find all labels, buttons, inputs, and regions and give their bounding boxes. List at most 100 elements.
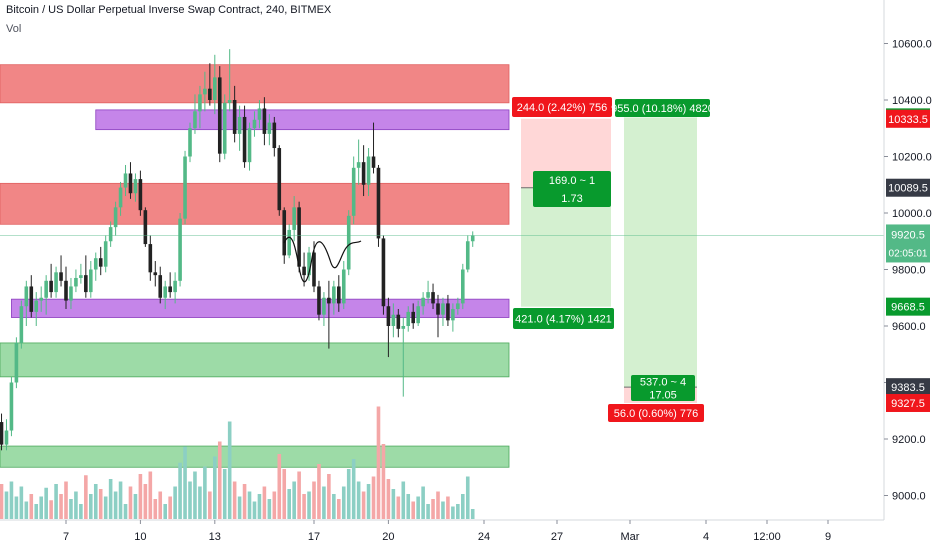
price-axis-tag[interactable]: 10333.5: [886, 109, 930, 128]
bear-candle[interactable]: [143, 207, 148, 247]
bear-candle[interactable]: [262, 97, 267, 146]
volume-indicator-label[interactable]: Vol: [6, 23, 22, 35]
support-zone[interactable]: [0, 445, 510, 468]
bull-candle[interactable]: [163, 280, 167, 310]
bull-candle[interactable]: [14, 337, 19, 389]
long-ratio-label[interactable]: 537.0 ~ 417.05: [631, 375, 695, 402]
bull-candle[interactable]: [441, 297, 445, 326]
long-target-label[interactable]: 955.0 (10.18%) 4820: [611, 99, 714, 117]
long-stop-label[interactable]: 56.0 (0.60%) 776: [608, 404, 704, 422]
bull-candle[interactable]: [287, 224, 291, 259]
bear-candle[interactable]: [98, 246, 103, 276]
bull-candle[interactable]: [421, 292, 425, 315]
bear-candle[interactable]: [168, 272, 172, 298]
bull-candle[interactable]: [113, 201, 118, 236]
price-axis-tag[interactable]: 10089.5: [886, 178, 930, 197]
bear-candle[interactable]: [317, 280, 321, 321]
bear-candle[interactable]: [158, 266, 163, 304]
purple-zone[interactable]: [95, 109, 510, 131]
bull-candle[interactable]: [93, 252, 98, 281]
bear-candle[interactable]: [297, 201, 301, 273]
bear-candle[interactable]: [232, 85, 237, 143]
bull-candle[interactable]: [426, 280, 430, 304]
take-profit-area[interactable]: [624, 117, 697, 388]
bear-candle[interactable]: [302, 252, 306, 287]
bull-candle[interactable]: [173, 272, 177, 304]
short-target-label[interactable]: 421.0 (4.17%) 1421: [513, 308, 614, 329]
bull-candle[interactable]: [391, 303, 396, 338]
bear-candle[interactable]: [0, 413, 4, 451]
bull-candle[interactable]: [133, 173, 138, 202]
bear-candle[interactable]: [138, 170, 143, 216]
bear-candle[interactable]: [64, 266, 68, 310]
bull-candle[interactable]: [108, 221, 113, 247]
bull-candle[interactable]: [193, 94, 197, 134]
bear-candle[interactable]: [153, 261, 158, 287]
bull-candle[interactable]: [401, 317, 406, 397]
bull-candle[interactable]: [237, 105, 242, 151]
bull-candle[interactable]: [341, 261, 346, 310]
bear-candle[interactable]: [327, 280, 331, 349]
bear-candle[interactable]: [148, 235, 153, 281]
bear-candle[interactable]: [242, 105, 247, 168]
bear-candle[interactable]: [29, 275, 34, 318]
bear-candle[interactable]: [411, 303, 415, 329]
bear-candle[interactable]: [436, 294, 440, 338]
bear-candle[interactable]: [217, 66, 222, 163]
bear-candle[interactable]: [361, 145, 366, 197]
bull-candle[interactable]: [252, 111, 257, 137]
bear-candle[interactable]: [49, 263, 53, 298]
bull-candle[interactable]: [24, 280, 29, 326]
bull-candle[interactable]: [346, 210, 351, 276]
bull-candle[interactable]: [247, 122, 252, 171]
bull-candle[interactable]: [74, 269, 78, 293]
bull-candle[interactable]: [19, 300, 24, 349]
bear-candle[interactable]: [446, 294, 450, 326]
bull-candle[interactable]: [39, 286, 43, 312]
bear-candle[interactable]: [386, 297, 391, 358]
bear-candle[interactable]: [431, 283, 435, 310]
bull-candle[interactable]: [322, 292, 326, 326]
bull-candle[interactable]: [451, 303, 455, 332]
bear-candle[interactable]: [84, 255, 88, 298]
bull-candle[interactable]: [267, 114, 272, 146]
bull-candle[interactable]: [366, 148, 371, 197]
resistance-zone[interactable]: [0, 64, 510, 104]
bull-candle[interactable]: [416, 300, 420, 326]
bull-candle[interactable]: [9, 376, 14, 437]
bull-candle[interactable]: [44, 275, 48, 315]
short-position[interactable]: [521, 118, 611, 307]
bull-candle[interactable]: [69, 277, 73, 310]
bull-candle[interactable]: [89, 261, 93, 298]
support-zone[interactable]: [0, 342, 510, 378]
bear-candle[interactable]: [381, 235, 386, 315]
bull-candle[interactable]: [307, 246, 311, 281]
take-profit-area[interactable]: [521, 187, 611, 307]
bull-candle[interactable]: [183, 150, 187, 225]
bull-candle[interactable]: [465, 235, 470, 273]
bull-candle[interactable]: [79, 263, 83, 284]
bear-candle[interactable]: [59, 255, 63, 287]
bull-candle[interactable]: [198, 85, 202, 129]
bear-candle[interactable]: [208, 63, 212, 106]
short-ratio-label[interactable]: 169.0 ~ 1 1.73: [533, 171, 611, 207]
price-axis-tag[interactable]: 9327.5: [886, 393, 930, 412]
bull-candle[interactable]: [456, 297, 460, 315]
bull-candle[interactable]: [4, 419, 9, 451]
bear-candle[interactable]: [396, 309, 401, 338]
bear-candle[interactable]: [376, 164, 381, 247]
bull-candle[interactable]: [178, 213, 182, 287]
bull-candle[interactable]: [213, 54, 217, 115]
bull-candle[interactable]: [188, 122, 192, 163]
bull-candle[interactable]: [118, 181, 123, 216]
bull-candle[interactable]: [34, 292, 39, 326]
current-price-tag[interactable]: 9920.5 02:05:01: [886, 224, 930, 263]
bear-candle[interactable]: [128, 162, 133, 199]
bull-candle[interactable]: [123, 164, 128, 197]
long-position[interactable]: [624, 117, 697, 403]
bull-candle[interactable]: [351, 156, 356, 225]
short-stop-label[interactable]: 244.0 (2.42%) 756: [512, 97, 612, 117]
bear-candle[interactable]: [371, 122, 376, 174]
bull-candle[interactable]: [470, 231, 475, 247]
